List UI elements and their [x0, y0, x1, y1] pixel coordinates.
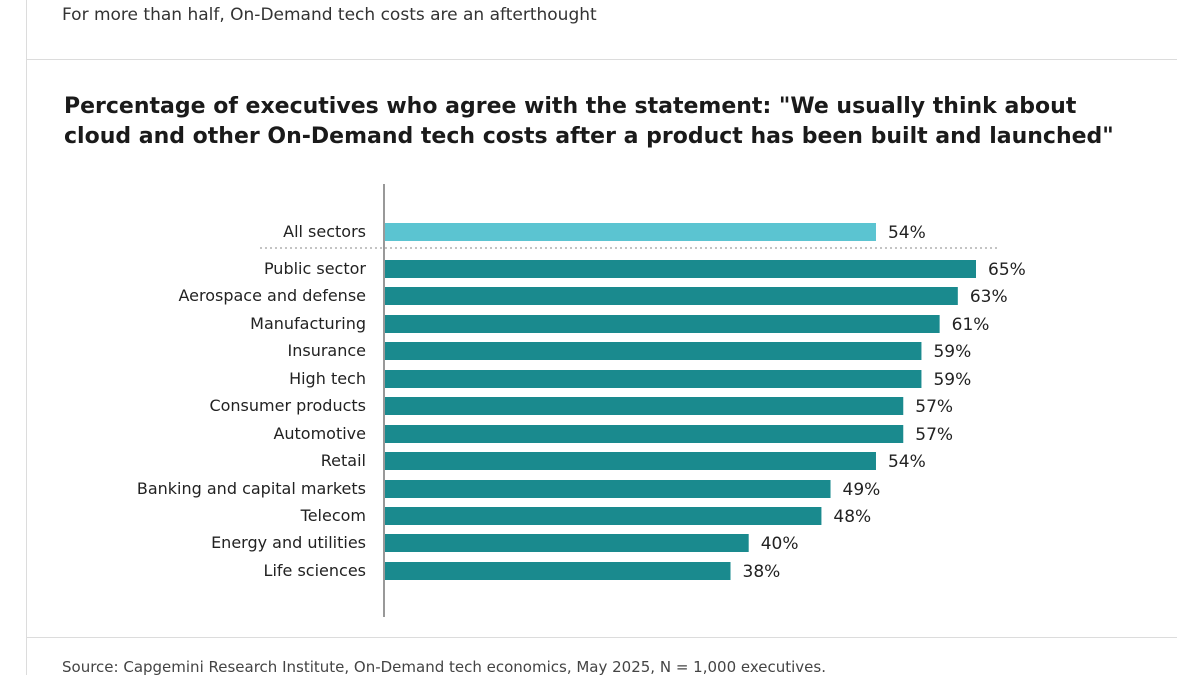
- chart-panel: [26, 0, 1177, 675]
- value-label: 65%: [988, 260, 1026, 280]
- value-label: 54%: [888, 223, 926, 243]
- chart-title: Percentage of executives who agree with …: [64, 94, 1114, 149]
- bar: [385, 223, 876, 241]
- value-label: 59%: [933, 342, 971, 362]
- page-subtitle: For more than half, On-Demand tech costs…: [62, 5, 597, 25]
- value-label: 38%: [743, 562, 781, 582]
- bar: [385, 507, 822, 525]
- category-label: Insurance: [288, 341, 367, 360]
- source-note: Source: Capgemini Research Institute, On…: [62, 658, 826, 676]
- bar: [385, 315, 940, 333]
- bar: [385, 370, 922, 388]
- category-label: Banking and capital markets: [137, 479, 366, 498]
- top-divider: [27, 59, 1177, 60]
- category-label: All sectors: [283, 222, 366, 241]
- category-label: Telecom: [300, 506, 366, 525]
- value-label: 59%: [933, 370, 971, 390]
- value-label: 49%: [843, 480, 881, 500]
- bar: [385, 562, 731, 580]
- bar: [385, 534, 749, 552]
- category-label: Manufacturing: [250, 314, 366, 333]
- category-label: Automotive: [273, 424, 366, 443]
- category-label: Life sciences: [264, 561, 366, 580]
- value-label: 54%: [888, 452, 926, 472]
- value-label: 40%: [761, 534, 799, 554]
- value-label: 57%: [915, 425, 953, 445]
- value-label: 61%: [952, 315, 990, 335]
- value-label: 57%: [915, 397, 953, 417]
- value-label: 48%: [833, 507, 871, 527]
- bar: [385, 260, 976, 278]
- bar: [385, 452, 876, 470]
- bar: [385, 397, 904, 415]
- bottom-divider: [27, 637, 1177, 638]
- category-label: High tech: [289, 369, 366, 388]
- bar: [385, 287, 958, 305]
- bar: [385, 480, 831, 498]
- category-label: Public sector: [264, 259, 366, 278]
- bar: [385, 425, 904, 443]
- value-label: 63%: [970, 287, 1008, 307]
- category-label: Aerospace and defense: [178, 286, 366, 305]
- bar: [385, 342, 922, 360]
- category-label: Consumer products: [209, 396, 366, 415]
- category-label: Retail: [321, 451, 366, 470]
- category-label: Energy and utilities: [211, 533, 366, 552]
